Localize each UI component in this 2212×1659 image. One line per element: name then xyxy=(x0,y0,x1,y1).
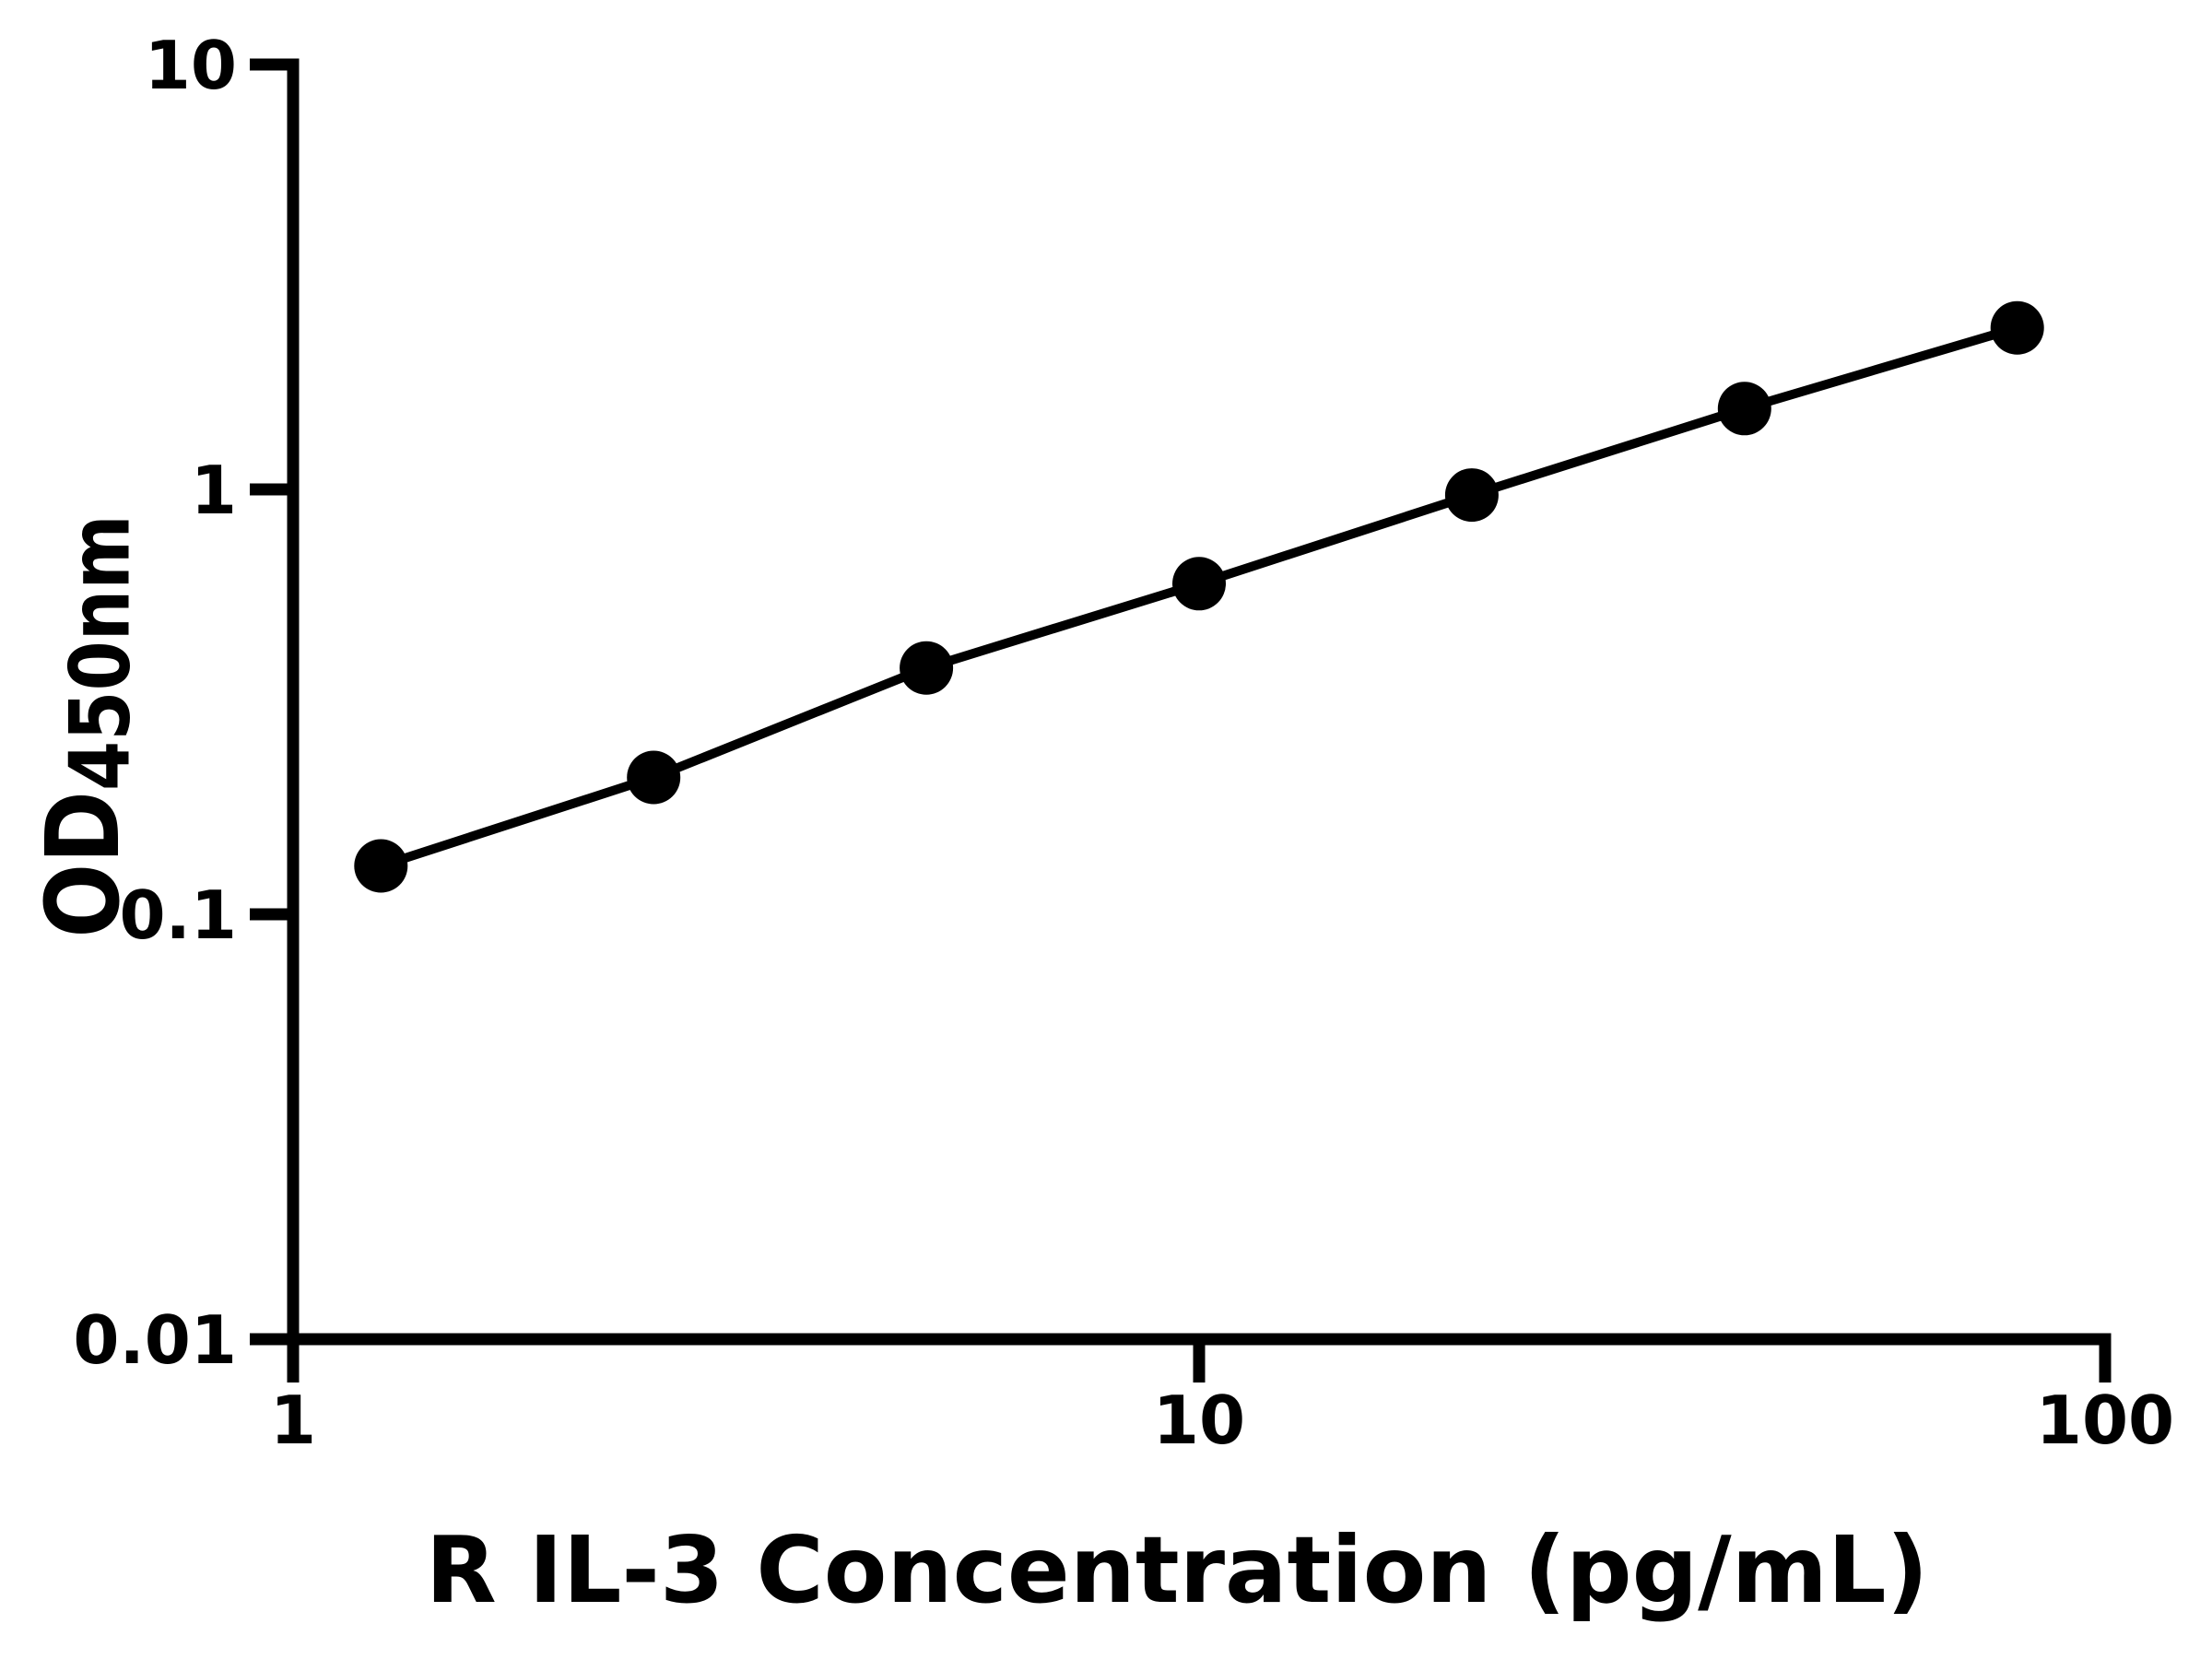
y-tick-label: 0.01 xyxy=(73,1301,237,1379)
y-tick-label: 0.1 xyxy=(119,877,237,954)
y-axis-title: OD450nm xyxy=(26,514,148,937)
y-tick-label: 1 xyxy=(191,452,237,529)
data-point xyxy=(1172,557,1226,611)
x-tick-label: 1 xyxy=(270,1382,316,1459)
data-point xyxy=(627,750,681,805)
ticks-group: 1 10 100 10 1 0.1 0.01 xyxy=(73,27,2174,1459)
data-point xyxy=(900,641,954,695)
y-tick-label: 10 xyxy=(145,27,237,104)
data-point xyxy=(354,839,408,893)
y-axis-title-main: OD xyxy=(26,791,143,938)
series-group xyxy=(354,300,2044,893)
y-axis-title-sub: 450nm xyxy=(52,514,148,791)
data-point xyxy=(1444,468,1499,523)
data-point xyxy=(1717,382,1771,436)
x-tick-label: 10 xyxy=(1153,1382,1245,1459)
data-point xyxy=(1990,300,2044,355)
x-tick-label: 100 xyxy=(2036,1382,2174,1459)
x-axis-title: R IL-3 Concentration (pg/mL) xyxy=(426,1516,1929,1624)
axes-group xyxy=(287,58,2112,1346)
